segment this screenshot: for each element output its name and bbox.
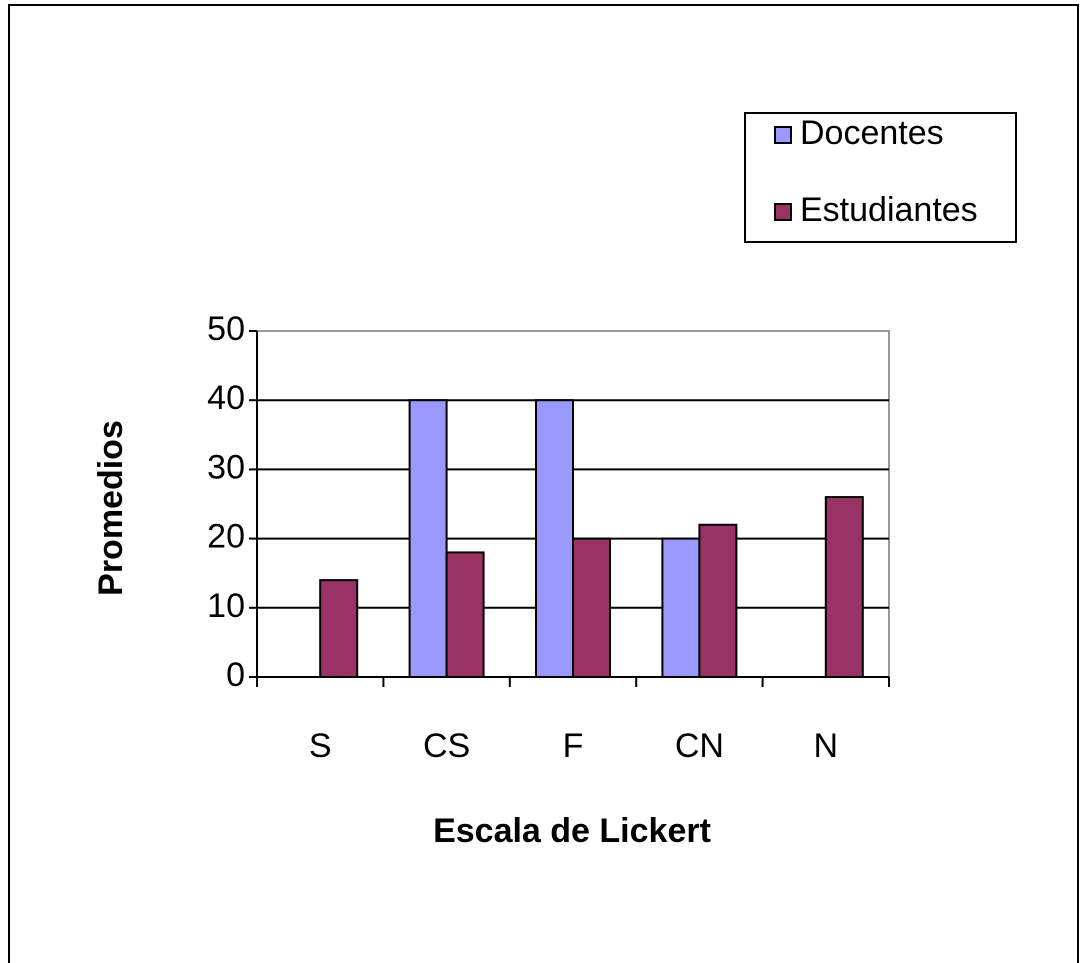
bar [445,551,485,678]
bar [408,399,448,678]
legend-label: Docentes [800,114,944,152]
legend-label: Estudiantes [800,191,978,229]
x-axis-title: Escala de Lickert [433,812,711,850]
x-tick-label: S [309,727,332,765]
x-tick-label: CS [423,727,470,765]
bar [661,537,701,678]
legend-swatch [774,126,792,144]
y-axis-title: Promedios [92,420,130,596]
legend-swatch [774,203,792,221]
y-tick-label: 30 [207,448,245,486]
y-tick-label: 10 [207,587,245,625]
x-tick-label: CN [675,727,724,765]
bar [824,496,864,678]
x-tick-label: N [814,727,839,765]
y-tick-label: 20 [207,518,245,556]
y-tick-label: 40 [207,379,245,417]
bar [698,523,738,679]
y-tick-label: 0 [226,656,245,694]
y-tick-label: 50 [207,310,245,348]
bar [319,579,359,678]
x-tick-label: F [563,727,584,765]
bar [572,537,611,678]
bar [535,399,574,678]
